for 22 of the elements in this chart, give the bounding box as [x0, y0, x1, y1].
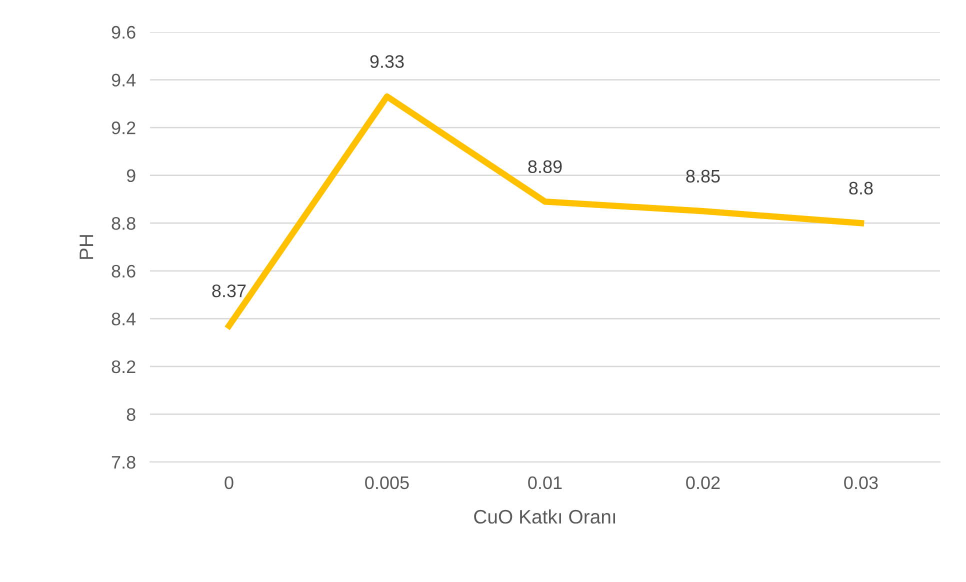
data-label: 8.89 [528, 160, 562, 174]
y-tick-label: 8.4 [112, 312, 136, 326]
y-tick-label: 8.2 [112, 360, 136, 374]
y-tick-label: 9.4 [112, 74, 136, 86]
y-tick-label: 8.8 [112, 217, 136, 230]
data-label: 8.85 [686, 170, 720, 183]
y-axis-title: PH [80, 235, 94, 259]
y-tick-label: 8.6 [112, 264, 136, 278]
x-tick-label: 0 [224, 476, 234, 490]
y-tick-label: 8 [126, 408, 136, 421]
y-tick-label: 9.2 [112, 121, 136, 134]
x-tick-label: 0.03 [844, 476, 878, 490]
data-label: 9.33 [370, 55, 404, 68]
y-tick-label: 9.6 [112, 26, 136, 39]
x-tick-label: 0.02 [686, 476, 720, 490]
x-tick-label: 0.005 [365, 476, 409, 490]
x-tick-label: 0.01 [528, 476, 562, 490]
data-label: 8.8 [849, 182, 873, 195]
data-label: 8.37 [212, 284, 246, 298]
y-tick-label: 7.8 [112, 456, 136, 469]
x-axis-title: CuO Katkı Oranı [474, 509, 616, 524]
y-tick-label: 9 [126, 169, 136, 182]
